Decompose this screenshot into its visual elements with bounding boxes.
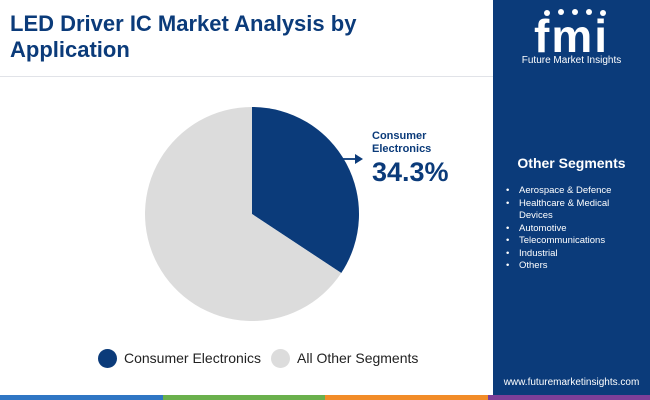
legend-swatch-all-other-segments — [271, 348, 290, 368]
pie-slice-consumer-electronics — [252, 106, 360, 274]
pie-chart — [145, 106, 363, 321]
bottom-bar-segment — [162, 395, 325, 400]
bullet-icon: • — [506, 260, 510, 271]
segment-label: Telecommunications — [519, 235, 606, 246]
segment-item-healthcare: • Healthcare & Medical Devices — [502, 198, 642, 223]
fmi-logo: fmi — [534, 9, 609, 62]
segment-label: Industrial — [519, 247, 558, 259]
legend-item-all-other-segments: All Other Segments — [271, 346, 418, 370]
bottom-bar-segment — [487, 395, 650, 400]
bottom-bar-segment — [0, 395, 163, 400]
page-title: LED Driver IC Market Analysis by Applica… — [10, 11, 357, 62]
bullet-icon: • — [506, 197, 510, 209]
segment-label: Others — [519, 260, 548, 271]
legend-swatch-consumer-electronics — [98, 348, 117, 368]
sidebar-panel: fmi Future Market Insights Other Segment… — [493, 0, 650, 395]
segment-item-industrial: • Industrial — [502, 248, 642, 261]
callout-arrow — [342, 154, 363, 164]
website-url: www.futuremarketinsights.com — [503, 377, 640, 388]
segment-label: Healthcare & Medical Devices — [519, 197, 610, 222]
segment-item-others: • Others — [502, 260, 642, 273]
segment-item-automotive: • Automotive — [502, 223, 642, 236]
chart-legend: Consumer Electronics All Other Segments — [0, 346, 493, 370]
segment-label: Automotive — [519, 222, 567, 234]
pie-slice-all-other-segments — [145, 107, 342, 321]
title-divider — [0, 76, 493, 77]
svg-text:fmi: fmi — [534, 10, 609, 62]
bullet-icon: • — [506, 235, 510, 246]
legend-label-consumer-electronics: Consumer Electronics — [124, 350, 261, 366]
legend-item-consumer-electronics: Consumer Electronics — [98, 346, 261, 370]
bottom-bar-segment — [325, 395, 488, 400]
callout-label: Consumer Electronics — [372, 130, 432, 155]
bullet-icon: • — [506, 247, 510, 259]
pie-slices — [145, 106, 360, 321]
bullet-icon: • — [506, 185, 510, 196]
slice-callout: Consumer Electronics 34.3% — [372, 130, 462, 187]
callout-value: 34.3% — [372, 157, 449, 187]
chart-panel: LED Driver IC Market Analysis by Applica… — [0, 11, 493, 370]
bullet-icon: • — [506, 222, 510, 234]
segment-item-telecommunications: • Telecommunications — [502, 235, 642, 248]
other-segments-heading: Other Segments — [517, 155, 626, 171]
segment-item-aerospace-defence: • Aerospace & Defence — [502, 185, 642, 198]
segment-label: Aerospace & Defence — [519, 185, 612, 196]
legend-label-all-other-segments: All Other Segments — [297, 350, 419, 366]
bottom-color-bar — [0, 395, 650, 400]
logo-caption: Future Market Insights — [521, 55, 622, 66]
other-segments-list: • Aerospace & Defence • Healthcare & Medic… — [502, 185, 642, 273]
